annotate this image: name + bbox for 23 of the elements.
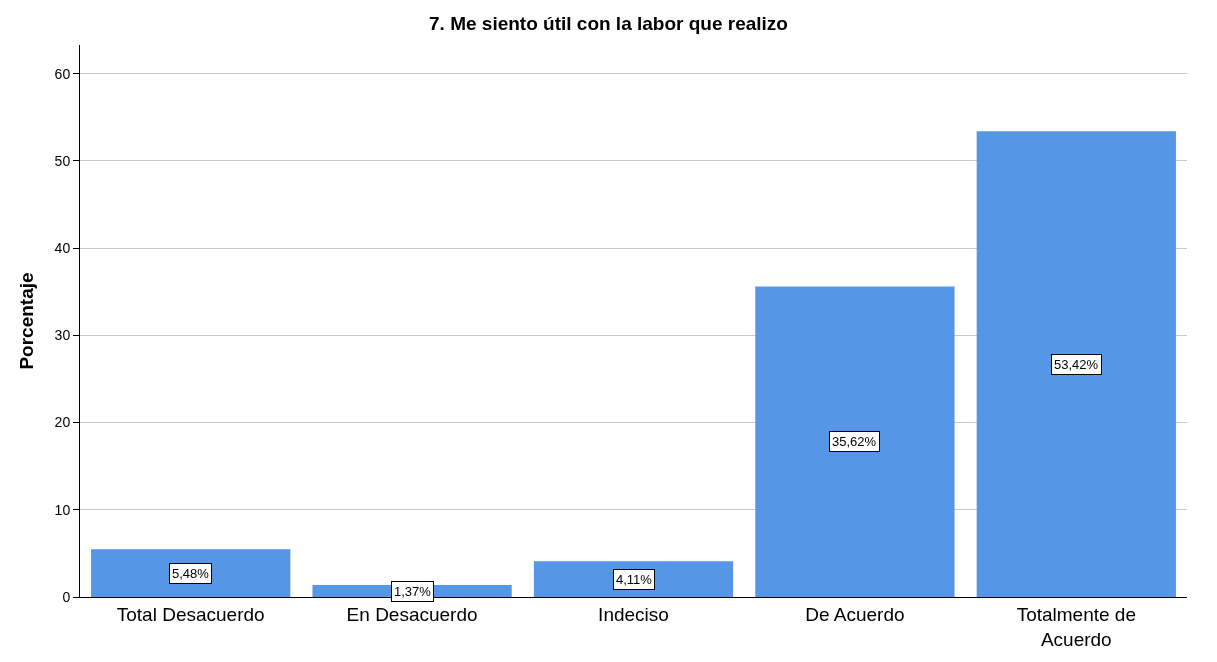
- x-tick-label: Indeciso: [598, 603, 669, 625]
- data-label: 4,11%: [616, 572, 653, 587]
- y-tick-label: 40: [54, 240, 71, 257]
- y-tick-label: 0: [62, 588, 71, 605]
- bar: [755, 286, 955, 597]
- x-tick-label: En Desacuerdo: [346, 603, 478, 625]
- bar: [976, 131, 1176, 597]
- y-axis-title: Porcentaje: [16, 272, 38, 370]
- chart-title: 7. Me siento útil con la labor que realizo: [429, 12, 788, 34]
- y-tick-label: 20: [54, 414, 71, 431]
- x-tick-label: De Acuerdo: [805, 603, 905, 625]
- bar: [533, 561, 734, 597]
- data-label: 1,37%: [394, 584, 432, 599]
- y-tick-label: 30: [54, 327, 71, 344]
- bar: [91, 549, 291, 597]
- data-label: 5,48%: [172, 566, 210, 581]
- y-tick-label: 60: [54, 65, 71, 82]
- x-tick-label: Totalmente de Acuerdo: [1016, 603, 1136, 650]
- y-tick-label: 10: [54, 501, 71, 518]
- x-tick-label: Total Desacuerdo: [116, 603, 265, 625]
- data-label: 35,62%: [832, 434, 877, 449]
- data-label: 53,42%: [1054, 357, 1099, 372]
- y-tick-label: 50: [54, 152, 71, 169]
